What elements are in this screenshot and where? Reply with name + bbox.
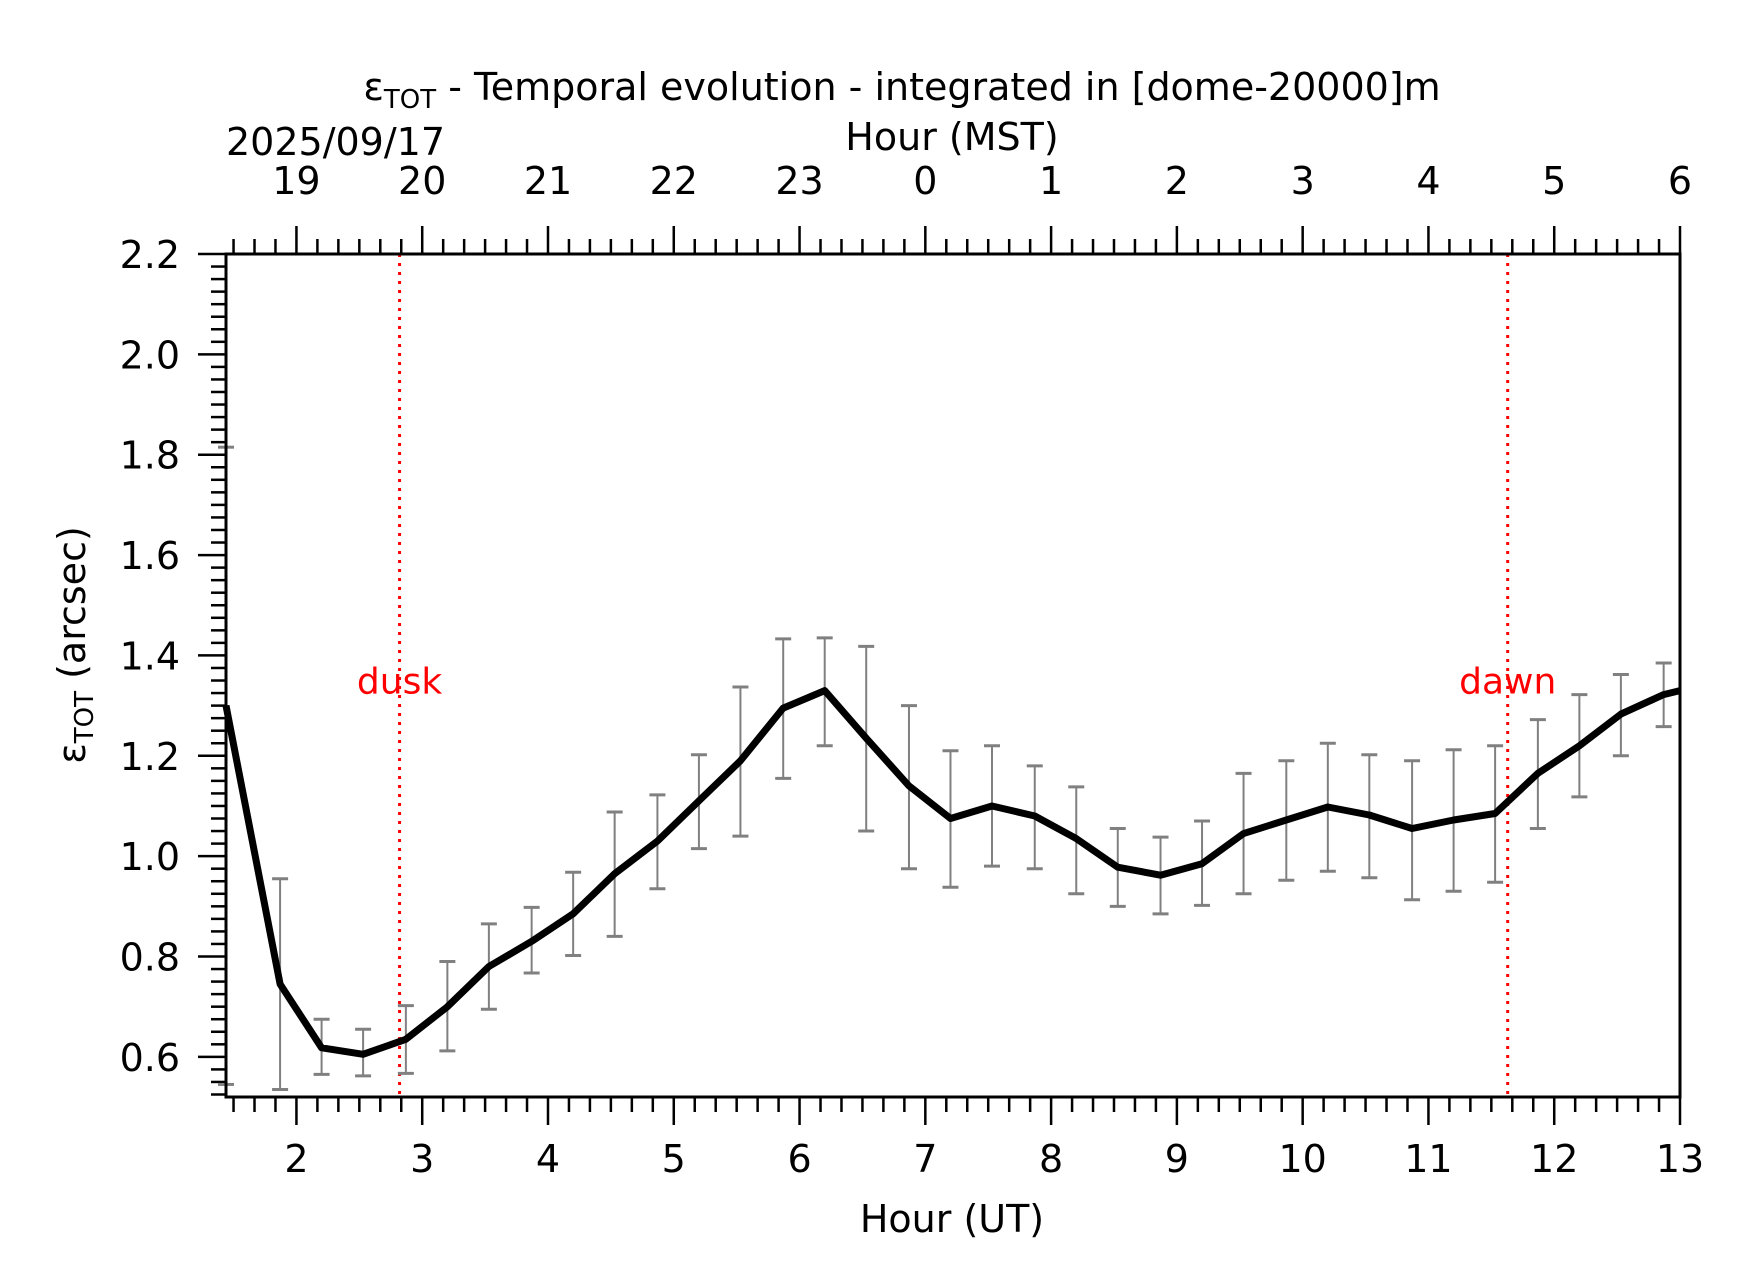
top-tick-label: 0 [913,159,937,203]
x-tick-label: 13 [1656,1137,1704,1181]
y-tick-label: 1.2 [120,735,180,779]
y-tick-label: 2.2 [120,233,180,277]
y-tick-label: 1.0 [120,835,180,879]
x-axis-title: Hour (UT) [860,1197,1044,1241]
x-tick-label: 8 [1039,1137,1063,1181]
x-tick-label: 11 [1404,1137,1452,1181]
y-axis-title: εTOT (arcsec) [50,526,100,764]
x-tick-label: 7 [913,1137,937,1181]
x-tick-label: 6 [787,1137,811,1181]
x-tick-label: 5 [662,1137,686,1181]
plot-frame [224,252,1682,1099]
series-line [222,687,1681,1058]
top-tick-label: 3 [1291,159,1315,203]
top-tick-label: 19 [272,159,320,203]
top-tick-label: 1 [1039,159,1063,203]
y-tick-label: 2.0 [120,333,180,377]
y-tick-label: 1.4 [120,634,180,678]
ylabel-subscript: TOT [70,691,100,744]
ylabel-symbol: ε [50,743,94,764]
top-tick-label: 23 [775,159,823,203]
ylabel-text: (arcsec) [50,526,94,691]
y-tick-label: 0.6 [120,1036,180,1080]
date-label: 2025/09/17 [226,120,445,164]
title-symbol: ε [363,65,384,109]
top-axis-title: Hour (MST) [845,115,1058,159]
event-label-dusk: dusk [357,662,442,703]
top-tick-label: 22 [650,159,698,203]
y-tick-label: 1.8 [120,434,180,478]
title-subscript: TOT [383,85,436,115]
top-tick-label: 4 [1416,159,1440,203]
top-tick-label: 6 [1668,159,1692,203]
top-tick-label: 20 [398,159,446,203]
series-layer [222,687,1681,1058]
chart-title: εTOT - Temporal evolution - integrated i… [363,65,1440,115]
y-tick-label: 1.6 [120,534,180,578]
x-tick-label: 10 [1278,1137,1326,1181]
x-tick-label: 12 [1530,1137,1578,1181]
top-tick-label: 5 [1542,159,1566,203]
x-tick-label: 3 [410,1137,434,1181]
event-markers: dusk dawn [357,254,1556,1097]
x-tick-label: 2 [284,1137,308,1181]
error-bars [218,445,1672,1091]
top-tick-label: 21 [524,159,572,203]
event-label-dawn: dawn [1459,662,1556,703]
x-tick-label: 9 [1165,1137,1189,1181]
y-tick-label: 0.8 [120,936,180,980]
title-text: - Temporal evolution - integrated in [do… [436,65,1441,109]
top-tick-label: 2 [1165,159,1189,203]
x-tick-label: 4 [536,1137,560,1181]
